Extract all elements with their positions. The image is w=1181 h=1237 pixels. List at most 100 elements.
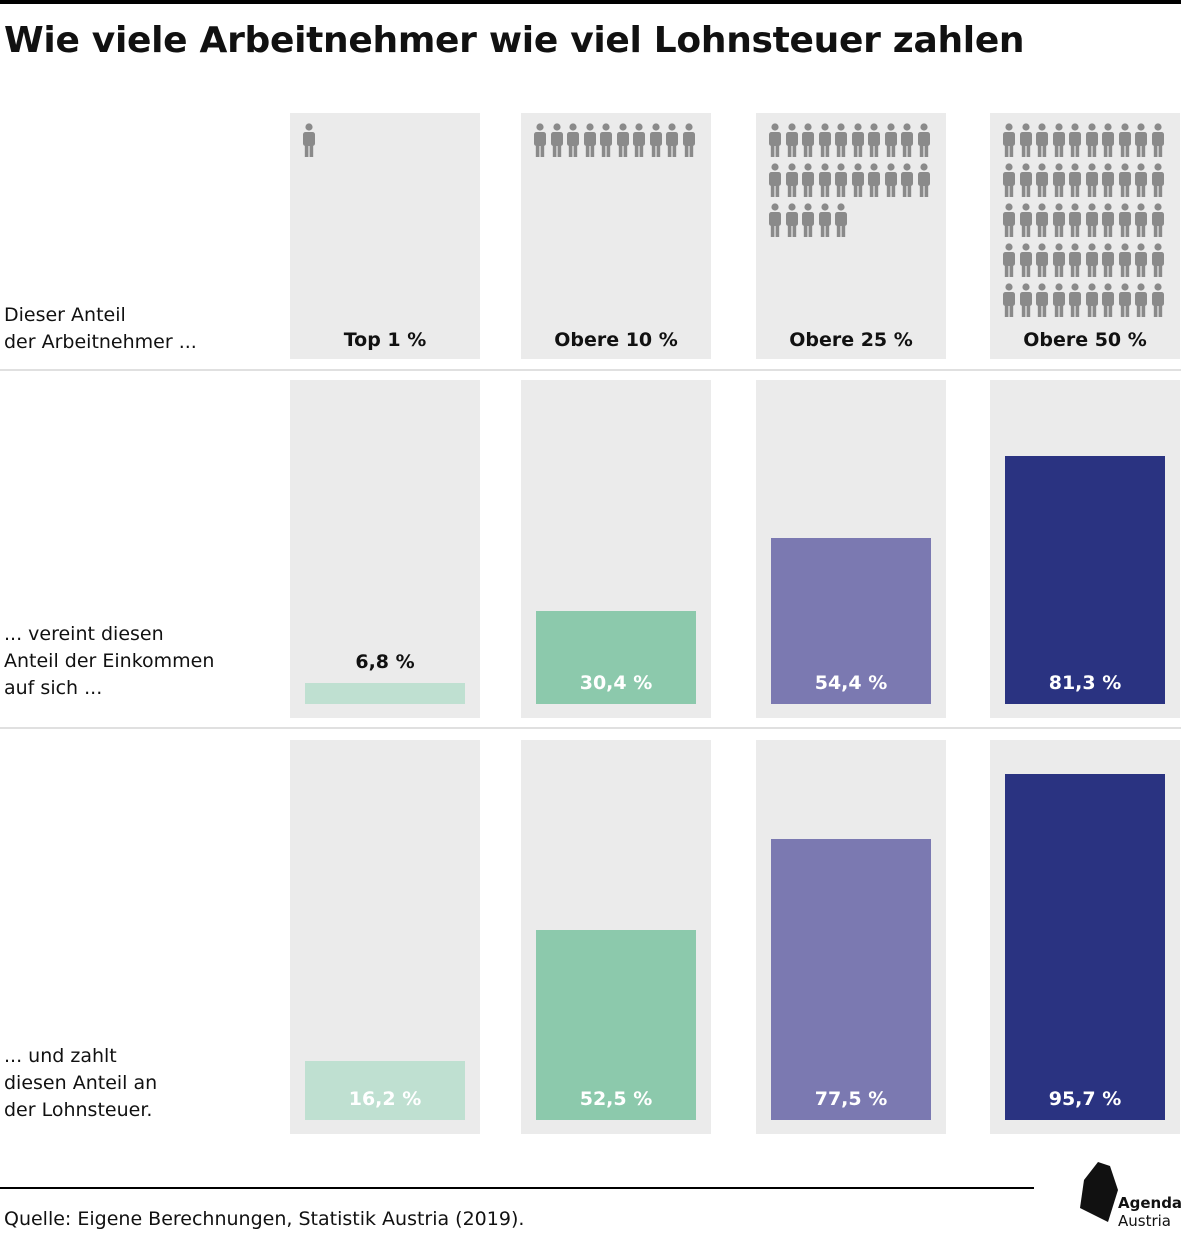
person-icon xyxy=(1134,203,1148,241)
person-icon xyxy=(851,163,865,201)
person-icon xyxy=(867,163,881,201)
tax-value-label-4: 95,7 % xyxy=(1048,1088,1122,1110)
person-icon xyxy=(1019,163,1033,201)
person-icon xyxy=(1118,163,1132,201)
person-icon xyxy=(851,123,865,161)
row-label-income: ... vereint diesen Anteil der Einkommen … xyxy=(4,621,214,702)
tax-value-label-1: 16,2 % xyxy=(348,1088,422,1110)
person-icon xyxy=(1118,203,1132,241)
agenda-austria-logo-icon xyxy=(1080,1162,1118,1222)
tax-bar-2 xyxy=(536,930,696,1120)
person-icon xyxy=(785,163,799,201)
person-icon xyxy=(649,123,663,161)
person-icon xyxy=(834,203,848,241)
person-icon xyxy=(1068,283,1082,321)
person-icon xyxy=(917,163,931,201)
person-icon xyxy=(801,203,815,241)
person-icon xyxy=(550,123,564,161)
person-icon xyxy=(768,203,782,241)
person-icon xyxy=(1019,243,1033,281)
person-icon xyxy=(900,123,914,161)
person-icon xyxy=(768,123,782,161)
person-icon xyxy=(1101,283,1115,321)
income-value-label-3: 54,4 % xyxy=(814,672,888,694)
row-label-tax-line-1: ... und zahlt xyxy=(4,1045,117,1067)
row-separator-2 xyxy=(0,727,1181,729)
person-icon xyxy=(1052,163,1066,201)
person-icon xyxy=(1068,243,1082,281)
person-icon xyxy=(1101,163,1115,201)
person-icon xyxy=(884,123,898,161)
person-icon xyxy=(682,123,696,161)
person-icon xyxy=(1134,283,1148,321)
row-label-workers-line-2: der Arbeitnehmer ... xyxy=(4,331,197,353)
person-icon xyxy=(1052,203,1066,241)
person-icon xyxy=(1151,163,1165,201)
tax-bar-4 xyxy=(1005,774,1165,1120)
person-icon xyxy=(1085,283,1099,321)
tax-bar-1 xyxy=(305,1061,465,1120)
person-icon xyxy=(1134,163,1148,201)
person-icon xyxy=(1035,163,1049,201)
income-value-label-2: 30,4 % xyxy=(579,672,653,694)
person-icon xyxy=(1085,163,1099,201)
person-icon xyxy=(818,163,832,201)
workers-panel-1 xyxy=(290,113,480,359)
person-icon xyxy=(1002,283,1016,321)
person-icon xyxy=(616,123,630,161)
income-value-label-4: 81,3 % xyxy=(1048,672,1122,694)
person-icon xyxy=(1052,123,1066,161)
person-icon xyxy=(834,123,848,161)
person-icon xyxy=(884,163,898,201)
person-icon xyxy=(1019,283,1033,321)
person-icon xyxy=(1035,203,1049,241)
person-icon xyxy=(583,123,597,161)
person-icon xyxy=(599,123,613,161)
person-icon xyxy=(632,123,646,161)
income-value-label-1: 6,8 % xyxy=(355,651,415,673)
tax-bar-3 xyxy=(771,839,931,1120)
person-icon xyxy=(785,123,799,161)
person-icon xyxy=(1052,283,1066,321)
person-icon xyxy=(1002,123,1016,161)
person-icon xyxy=(1085,123,1099,161)
person-icon xyxy=(1052,243,1066,281)
row-label-tax: ... und zahlt diesen Anteil an der Lohns… xyxy=(4,1043,157,1124)
person-icon xyxy=(1101,243,1115,281)
income-bar-1 xyxy=(305,683,465,704)
person-icon xyxy=(1101,203,1115,241)
person-icon xyxy=(1134,123,1148,161)
person-icon xyxy=(1002,163,1016,201)
person-icon xyxy=(1019,123,1033,161)
person-icon xyxy=(1085,203,1099,241)
group-label-2: Obere 10 % xyxy=(554,329,678,351)
person-icon xyxy=(1035,123,1049,161)
person-icon xyxy=(1068,163,1082,201)
group-label-1: Top 1 % xyxy=(343,329,427,351)
person-icon xyxy=(1151,243,1165,281)
person-icon xyxy=(1019,203,1033,241)
row-label-income-line-2: Anteil der Einkommen xyxy=(4,650,215,672)
person-icon xyxy=(1151,283,1165,321)
person-icon xyxy=(1035,243,1049,281)
person-icon xyxy=(801,123,815,161)
person-icon xyxy=(1002,243,1016,281)
income-panel-1 xyxy=(290,380,480,718)
person-icon xyxy=(1101,123,1115,161)
person-icon xyxy=(917,123,931,161)
row-label-income-line-3: auf sich ... xyxy=(4,677,103,699)
tax-value-label-3: 77,5 % xyxy=(814,1088,888,1110)
person-icon xyxy=(533,123,547,161)
income-bar-4 xyxy=(1005,456,1165,704)
person-icon xyxy=(1068,203,1082,241)
person-icon xyxy=(1134,243,1148,281)
person-icon xyxy=(818,123,832,161)
person-icon xyxy=(1068,123,1082,161)
person-icon xyxy=(1118,283,1132,321)
person-icon xyxy=(834,163,848,201)
person-icon xyxy=(1118,123,1132,161)
row-label-income-line-1: ... vereint diesen xyxy=(4,623,164,645)
person-icon xyxy=(785,203,799,241)
logo-text-line-1: Agenda xyxy=(1118,1194,1181,1212)
group-label-3: Obere 25 % xyxy=(789,329,913,351)
